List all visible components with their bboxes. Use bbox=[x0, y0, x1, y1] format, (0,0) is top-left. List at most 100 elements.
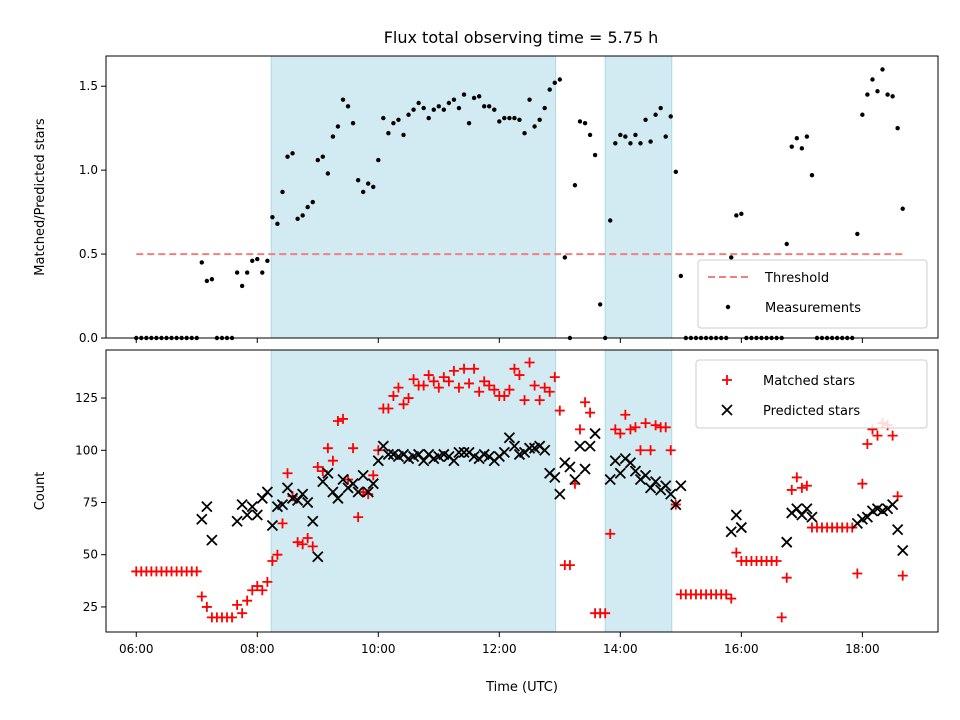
measurement-point bbox=[355, 178, 361, 183]
matched-point bbox=[302, 533, 313, 543]
predicted-point bbox=[554, 488, 566, 500]
predicted-point bbox=[372, 455, 384, 467]
matched-point bbox=[630, 422, 641, 433]
predicted-point bbox=[539, 444, 551, 456]
matched-point bbox=[504, 384, 515, 395]
predicted-point bbox=[624, 457, 637, 469]
matched-point bbox=[610, 424, 621, 435]
matched-point bbox=[519, 395, 530, 406]
matched-point bbox=[338, 413, 349, 424]
matched-point bbox=[625, 424, 636, 435]
measurement-point bbox=[673, 169, 679, 175]
predicted-point bbox=[670, 498, 682, 511]
matched-point bbox=[398, 399, 409, 410]
bottom-ylabel: Count bbox=[33, 472, 48, 511]
matched-point bbox=[464, 378, 475, 389]
matched-point bbox=[388, 390, 399, 401]
matched-point bbox=[615, 428, 626, 439]
bottom-legend-box bbox=[695, 359, 928, 429]
measurement-point bbox=[441, 107, 447, 112]
matched-point bbox=[574, 424, 585, 435]
measurement-point bbox=[305, 204, 310, 210]
bottom-panel: 25 50 75 100 125 06:00 08:00 10:00 12:00 14:00 16:… bbox=[33, 349, 939, 695]
matched-point bbox=[544, 386, 555, 397]
matched-point bbox=[353, 512, 364, 523]
matched-point bbox=[232, 599, 243, 610]
measurement-point bbox=[734, 213, 739, 218]
matched-point bbox=[242, 595, 253, 606]
measurement-point bbox=[789, 144, 794, 149]
matched-point bbox=[292, 537, 303, 548]
matched-point bbox=[423, 370, 434, 381]
predicted-point bbox=[735, 521, 747, 534]
measurement-point bbox=[618, 132, 623, 138]
measurement-point bbox=[517, 117, 522, 122]
matched-point bbox=[887, 430, 898, 441]
bottom-ytick-label: 125 bbox=[75, 391, 98, 405]
matched-point bbox=[312, 461, 323, 472]
measurement-point bbox=[456, 105, 462, 111]
measurement-point bbox=[562, 255, 568, 260]
matched-point bbox=[534, 395, 545, 406]
matched-point bbox=[514, 370, 525, 381]
predicted-point bbox=[801, 503, 813, 515]
matched-point bbox=[438, 372, 449, 383]
predicted-point bbox=[352, 486, 364, 498]
matched-point bbox=[776, 612, 787, 623]
measurement-point bbox=[572, 183, 578, 188]
xtick-label: 12:00 bbox=[482, 642, 517, 656]
top-ytick-label: 1.0 bbox=[79, 163, 98, 177]
matched-point bbox=[237, 608, 248, 619]
predicted-point bbox=[549, 471, 561, 484]
measurement-point bbox=[623, 134, 628, 139]
measurement-point bbox=[290, 151, 295, 156]
measurement-point bbox=[512, 115, 517, 121]
matched-point bbox=[650, 420, 661, 431]
predicted-point bbox=[302, 496, 314, 509]
matched-point bbox=[635, 445, 646, 456]
measurement-point bbox=[406, 112, 411, 117]
measurement-point bbox=[209, 277, 215, 282]
predicted-point bbox=[892, 524, 904, 536]
matched-point bbox=[539, 382, 550, 393]
predicted-point bbox=[806, 511, 818, 523]
measurement-point bbox=[401, 132, 406, 138]
matched-point bbox=[620, 409, 631, 420]
measurement-point bbox=[325, 171, 331, 176]
measurement-point bbox=[663, 134, 668, 139]
bottom-axes-frame bbox=[105, 349, 939, 633]
measurement-point bbox=[426, 115, 431, 121]
predicted-point bbox=[453, 446, 465, 458]
matched-point bbox=[322, 443, 333, 454]
matched-point bbox=[857, 478, 868, 489]
predicted-point bbox=[307, 515, 319, 527]
matched-point bbox=[554, 405, 565, 416]
measurement-point bbox=[804, 134, 810, 139]
predicted-point bbox=[730, 509, 742, 521]
bottom-series-predicted-stars bbox=[196, 427, 909, 563]
measurement-point bbox=[739, 211, 744, 216]
measurement-point bbox=[436, 104, 441, 109]
measurement-point bbox=[300, 213, 305, 218]
measurement-point bbox=[461, 92, 467, 97]
measurement-point bbox=[895, 125, 900, 131]
measurement-point bbox=[613, 141, 618, 146]
matched-point bbox=[332, 416, 343, 427]
top-ylabel: Matched/Predicted stars bbox=[33, 118, 48, 276]
predicted-point bbox=[781, 536, 793, 548]
measurement-point bbox=[386, 131, 391, 136]
matched-point bbox=[257, 585, 268, 596]
measurement-point bbox=[330, 134, 336, 139]
measurement-point bbox=[648, 139, 653, 144]
legend-matched-label: Matched stars bbox=[763, 374, 855, 389]
matched-point bbox=[665, 445, 676, 456]
measurement-point bbox=[451, 97, 457, 102]
predicted-point bbox=[322, 467, 334, 479]
matched-point bbox=[247, 585, 258, 596]
matched-point bbox=[852, 568, 863, 579]
measurement-point bbox=[552, 80, 557, 86]
matched-point bbox=[282, 468, 293, 479]
predicted-point bbox=[377, 440, 389, 452]
predicted-point bbox=[196, 513, 208, 525]
measurement-point bbox=[244, 270, 250, 275]
